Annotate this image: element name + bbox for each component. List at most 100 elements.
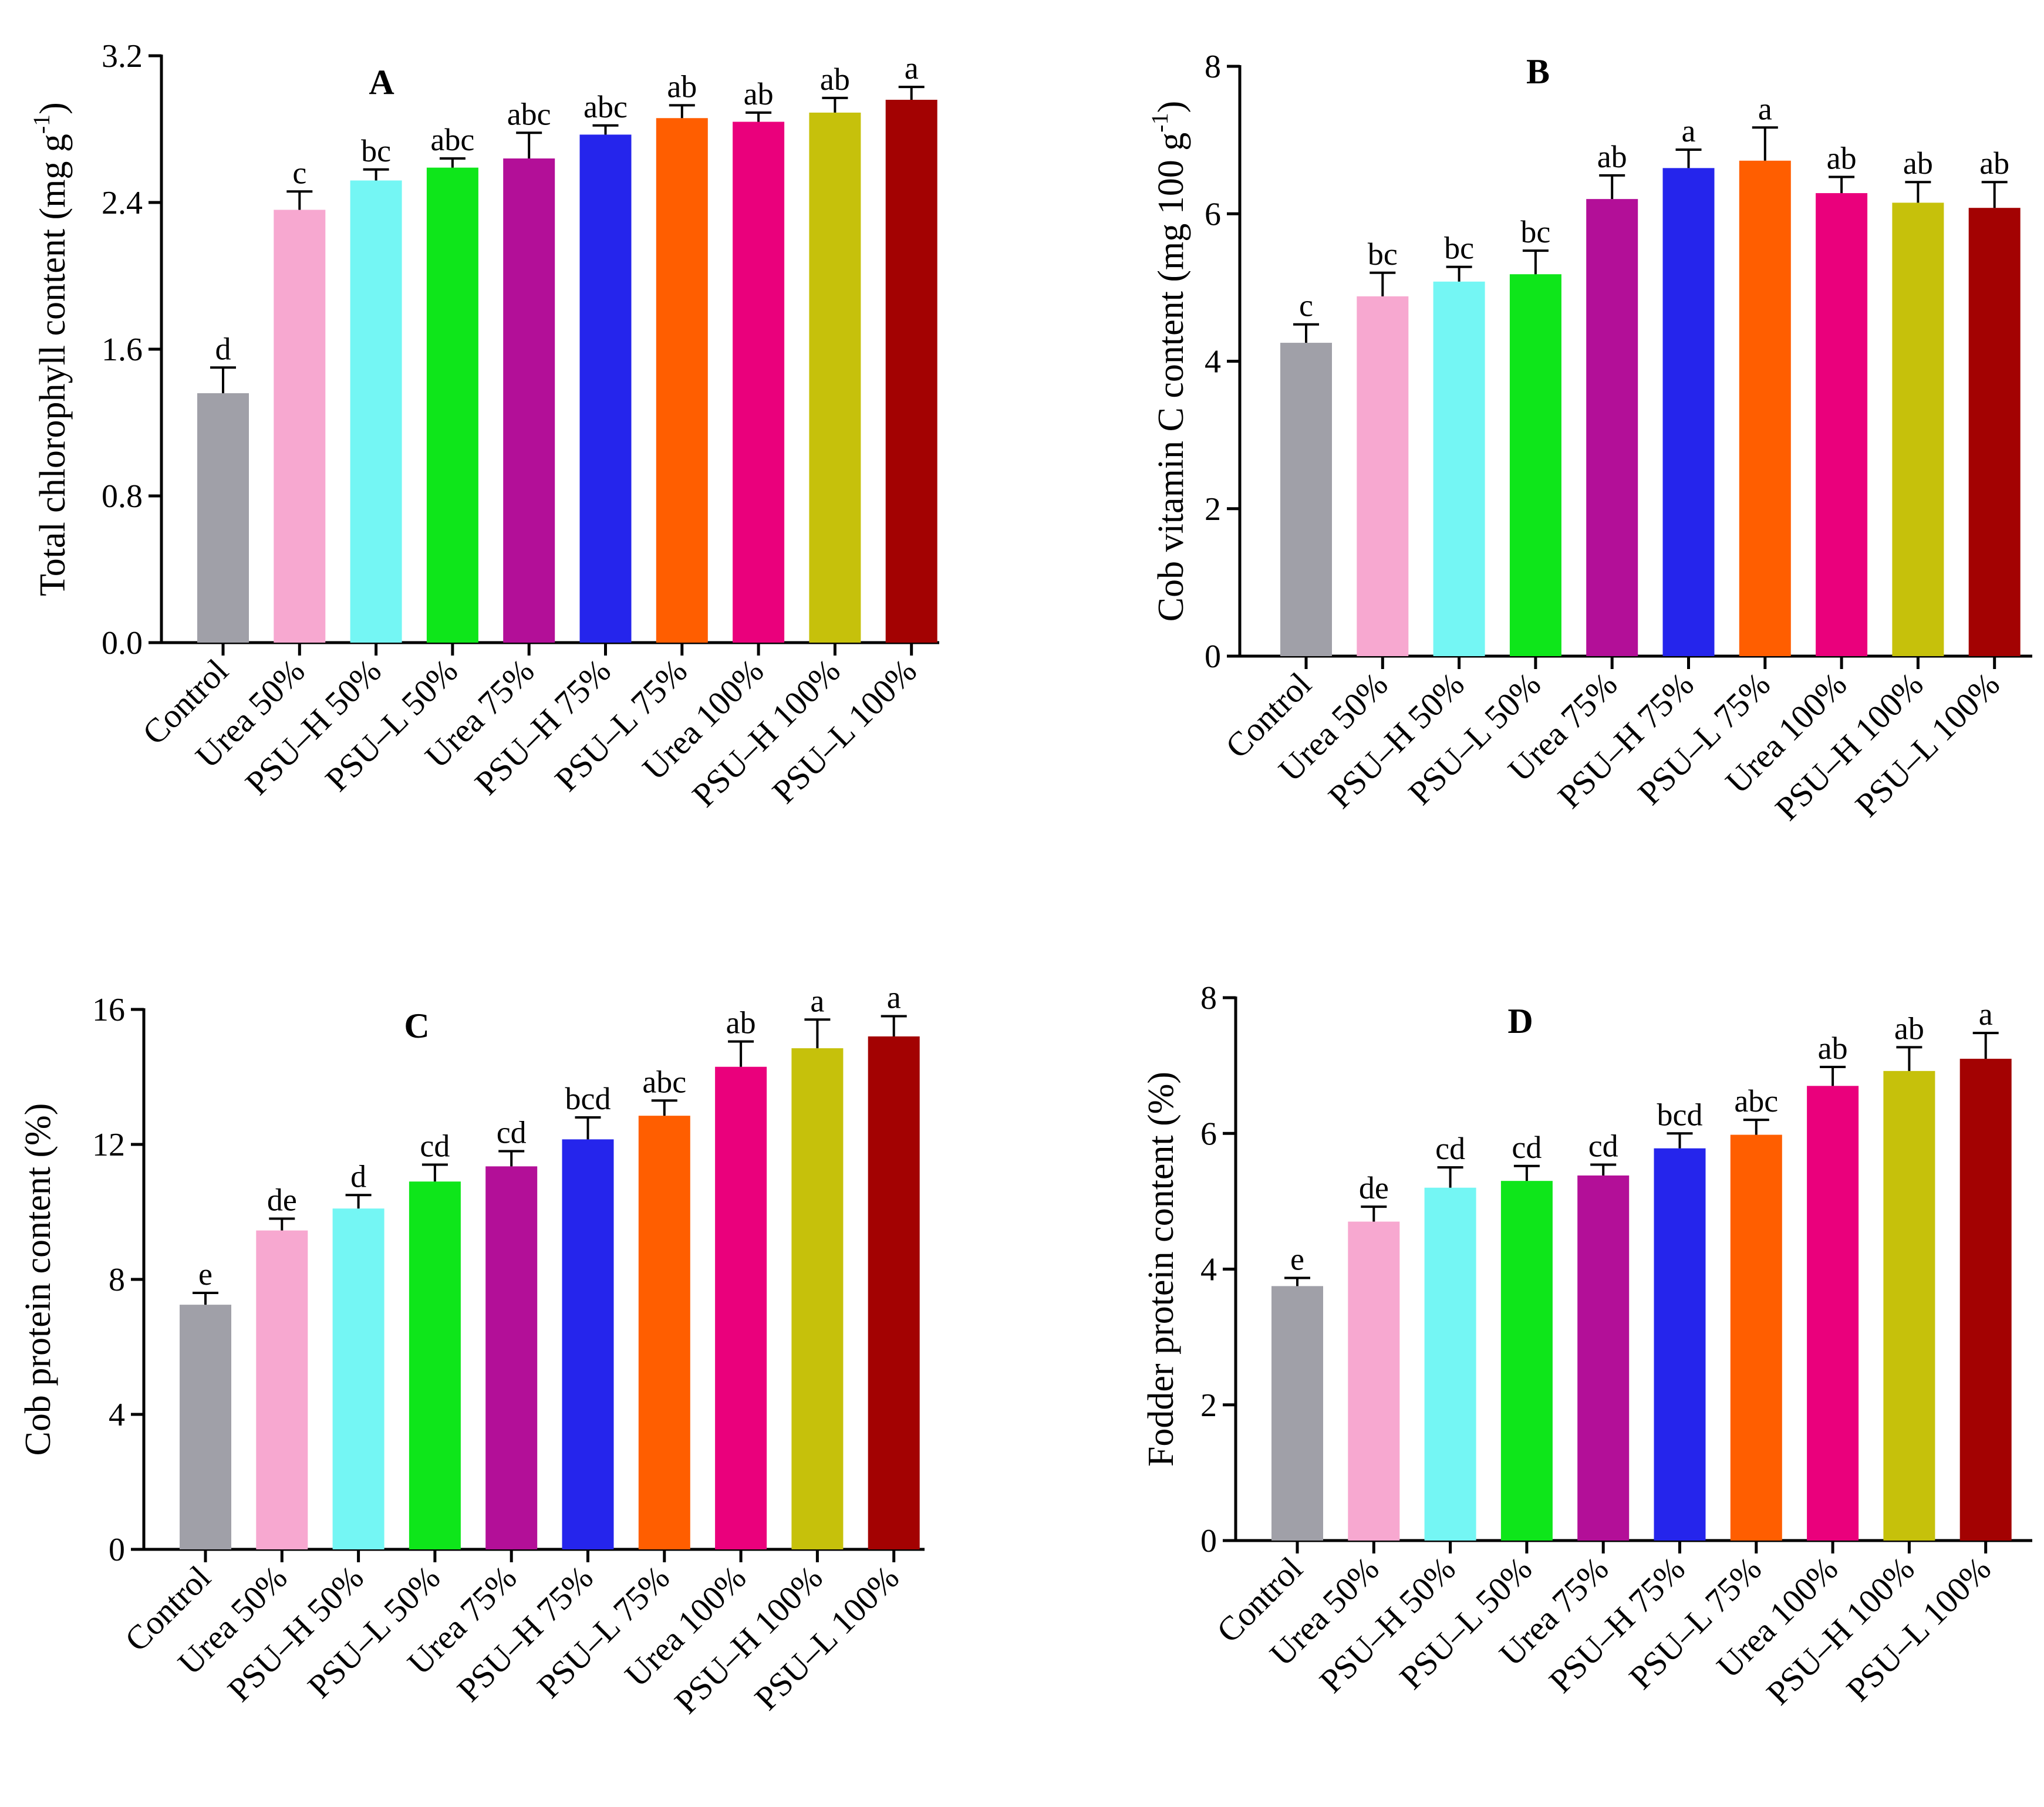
bar-10 [1968,208,2021,656]
bar-6 [562,1139,614,1549]
y-tick-label: 8 [1200,980,1217,1016]
chart-title: B [1526,52,1550,91]
bar-4 [409,1181,461,1549]
significance-letter: a [810,983,824,1018]
bar-9 [791,1048,844,1549]
significance-letter: e [1290,1242,1304,1277]
y-tick-label: 0 [1200,1523,1217,1559]
bar-8 [733,121,785,643]
bar-3 [332,1208,384,1549]
y-tick-label: 4 [109,1397,125,1433]
bar-1 [1280,343,1332,656]
bar-9 [1892,202,1944,656]
significance-letter: ab [667,69,697,104]
y-tick-label: 1.6 [102,332,143,368]
significance-letter: bcd [1657,1097,1703,1132]
y-tick-label: 0 [1205,639,1221,675]
significance-letter: ab [1827,140,1857,175]
significance-letter: bc [1444,231,1474,266]
y-tick-label: 8 [109,1262,125,1298]
y-tick-label: 12 [92,1127,125,1163]
significance-letter: d [215,331,231,366]
significance-letter: abc [507,96,551,131]
bar-2 [1357,296,1409,656]
significance-letter: ab [744,76,774,112]
bar-1 [197,393,249,643]
bar-7 [638,1116,690,1549]
bar-6 [1654,1148,1706,1541]
bar-8 [1816,193,1868,656]
bar-5 [503,158,555,643]
significance-letter: ab [1979,146,2009,181]
y-tick-label: 8 [1205,49,1221,85]
y-tick-label: 0.0 [102,625,143,661]
significance-letter: d [350,1158,366,1194]
chart-title: C [404,1006,429,1045]
significance-letter: ab [726,1005,756,1041]
y-tick-label: 4 [1200,1252,1217,1288]
chart-panel-a: 0.0 0.8 1.6 2.4 3.2 Total chlorophyll content… [28,38,939,814]
bar-3 [350,180,402,643]
significance-letter: e [198,1257,213,1292]
significance-letter: de [1359,1170,1389,1205]
bar-6 [579,134,632,643]
significance-letter: a [905,50,919,86]
significance-letter: abc [642,1064,686,1099]
significance-letter: cd [497,1115,527,1150]
significance-letter: abc [583,89,628,124]
significance-letter: ab [1597,139,1627,174]
significance-letter: a [887,980,901,1015]
bar-7 [656,118,708,643]
significance-letter: cd [1512,1130,1542,1165]
y-axis-label: Total chlorophyll content (mg g-1) [28,102,73,596]
y-axis-label: Cob vitamin C content (mg 100 g-1) [1146,101,1191,622]
significance-letter: bc [1520,214,1550,249]
significance-letter: cd [420,1129,450,1164]
bar-8 [715,1066,767,1549]
significance-letter: cd [1588,1128,1618,1163]
bar-2 [256,1230,308,1549]
bar-4 [426,167,478,643]
y-tick-label: 3.2 [102,38,143,75]
significance-letter: c [1299,288,1313,323]
bar-10 [885,100,937,643]
y-tick-label: 2 [1205,491,1221,528]
significance-letter: a [1979,997,1993,1032]
bar-2 [274,210,326,643]
bar-7 [1730,1134,1782,1541]
significance-letter: ab [1903,146,1933,181]
bar-7 [1739,160,1791,656]
bar-5 [1586,199,1638,656]
bar-1 [180,1305,231,1549]
bar-3 [1433,281,1485,656]
significance-letter: abc [1734,1083,1778,1119]
bar-1 [1271,1286,1323,1541]
chart-panel-b: 0 2 4 6 8 Cob vitamin C content (mg 100 g-1) B… [1146,49,2032,827]
y-tick-label: 6 [1200,1116,1217,1152]
y-tick-label: 6 [1205,196,1221,232]
y-tick-label: 0.8 [102,478,143,515]
bar-5 [1577,1175,1630,1541]
significance-letter: bc [361,133,391,168]
bar-9 [1883,1070,1935,1541]
y-tick-label: 0 [109,1532,125,1568]
significance-letter: ab [820,62,850,97]
y-axis-label: Cob protein content (%) [18,1103,58,1456]
y-tick-label: 2.4 [102,185,143,221]
significance-letter: de [267,1183,297,1218]
significance-letter: bc [1368,237,1398,272]
bar-4 [1509,274,1561,656]
y-axis-label: Fodder protein content (%) [1141,1072,1181,1467]
y-tick-label: 4 [1205,344,1221,380]
significance-letter: c [292,155,306,190]
significance-letter: a [1682,113,1696,148]
chart-title: A [369,63,394,102]
bar-5 [485,1166,538,1549]
significance-letter: ab [1894,1011,1924,1046]
bar-3 [1424,1187,1476,1541]
significance-letter: a [1758,91,1772,126]
bar-10 [868,1036,920,1549]
significance-letter: ab [1818,1031,1848,1066]
